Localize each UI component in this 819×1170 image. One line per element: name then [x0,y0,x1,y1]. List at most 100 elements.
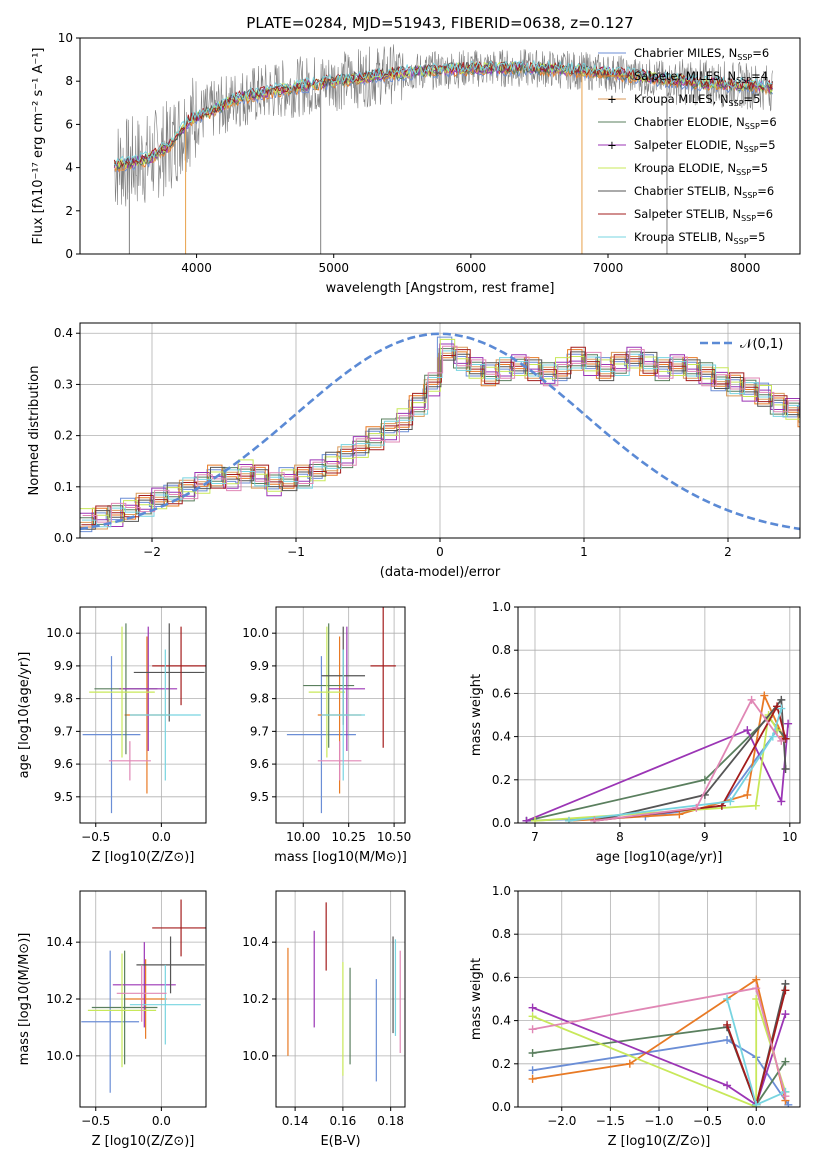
errorbar-point [321,649,366,781]
x-axis-label: Z [log10(Z/Z⊙)] [608,1134,711,1149]
x-tick-label: −1.5 [596,1114,625,1128]
x-tick-label: 10.50 [377,830,411,844]
legend-label-sub: SSP [744,145,759,154]
y-tick-label: 9.9 [54,659,73,673]
weight-marker [752,1100,761,1107]
legend-entry: Salpeter MILES, NSSP=4 [598,69,768,85]
panel-weight-vs-Z: −2.0 −1.5 −1.0 −0.5 0.0 0.0 0.2 0.4 0.6 0.8 1.0 Z [… [469,884,801,1149]
weight-marker [723,1081,732,1090]
panel-weight-vs-age: 7 8 9 10 0.0 0.2 0.4 0.6 0.8 1.0 age [log10(age/yr… [469,600,801,865]
legend-entry: Salpeter STELIB, NSSP=6 [598,207,773,223]
plot-area [276,607,405,823]
legend-label: Kroupa MILES, NSSP=5 [634,92,760,108]
weight-marker [784,1100,793,1107]
histogram-series-0 [80,336,800,533]
weight-marker [528,1003,537,1012]
legend-label: Chabrier MILES, NSSP=6 [634,46,769,62]
legend-label-name: Chabrier ELODIE, N [634,115,745,129]
errorbar-point [317,741,362,781]
weight-marker [625,1059,634,1068]
x-tick-label: 1 [580,545,588,559]
x-tick-label: 0.14 [282,1114,309,1128]
x-tick-label: 7 [531,830,539,844]
y-tick-label: 0.8 [492,927,511,941]
y-tick-label: 0.8 [492,643,511,657]
weight-series-line-3 [532,1006,787,1107]
errorbar-point [119,626,178,751]
axes-frame [79,37,801,255]
legend-label: Salpeter MILES, NSSP=4 [634,69,768,85]
y-tick-label: 9.8 [250,692,269,706]
y-tick-label: 10 [58,31,73,45]
errorbar-point [370,607,396,748]
legend-label-sub: SSP [736,76,751,85]
plot-area [518,891,800,1107]
weight-marker [760,691,769,700]
legend-label-eq: =5 [749,230,766,244]
x-tick-label: 0.16 [330,1114,357,1128]
legend-label-name: Chabrier STELIB, N [634,184,742,198]
weight-marker [781,734,790,743]
histogram-series-8 [82,350,800,528]
x-axis-label: Z [log10(Z/Z⊙)] [92,1134,195,1149]
weight-marker [522,816,531,823]
errorbar-point [87,953,157,1068]
errorbar-point [124,959,167,1039]
y-tick-label: 10.0 [46,626,73,640]
weight-series-line-8 [594,698,783,822]
legend-label: Chabrier STELIB, NSSP=6 [634,184,774,200]
y-tick-label: 0.2 [492,773,511,787]
weight-marker [743,790,752,799]
panel-age-vs-Z: −0.5 0.0 9.5 9.6 9.7 9.8 9.9 10.0 Z [log10(Z/Z⊙)… [17,606,207,865]
errorbar-point [308,626,346,758]
y-tick-label: 10.4 [242,935,269,949]
legend-marker: + [607,138,617,152]
x-tick-label: 9 [701,830,709,844]
legend-label-eq: =6 [757,184,774,198]
weight-marker [700,775,709,784]
y-tick-label: 0.2 [492,1057,511,1071]
legend-entry: + Salpeter ELODIE, NSSP=5 [598,138,776,154]
weight-marker [528,1049,537,1057]
y-axis-label: mass [log10(M/M⊙)] [17,933,32,1066]
x-tick-label: 4000 [181,261,212,275]
x-axis-label: age [log10(age/yr)] [596,850,723,865]
weight-series-line-5 [594,697,787,822]
y-tick-label: 1.0 [492,884,511,898]
weight-marker [784,719,793,728]
x-tick-label: 0.18 [377,1114,404,1128]
weight-marker [747,695,756,704]
weight-marker [751,801,760,810]
errorbar-point [303,623,355,748]
legend-entry: Kroupa ELODIE, NSSP=5 [598,161,768,177]
x-tick-label: 5000 [318,261,349,275]
weight-series-line-7 [568,708,783,822]
histogram-series-2 [80,346,800,530]
histogram-series-7 [81,346,800,526]
plots-layer: Chabrier MILES, NSSP=6 Salpeter MILES, NS… [17,31,801,1149]
errorbar-point [116,964,167,1022]
figure-title: PLATE=0284, MJD=51943, FIBERID=0638, z=0… [246,14,633,32]
weight-marker [723,1020,732,1029]
histogram-series-6 [80,351,800,530]
weight-marker [781,1010,790,1019]
x-tick-label: 10 [782,830,797,844]
legend-entry: Chabrier ELODIE, NSSP=6 [598,115,777,131]
legend-label-sub: SSP [745,122,760,131]
weight-marker [781,1057,790,1066]
weight-marker [777,797,786,806]
x-tick-label: −2 [143,545,161,559]
x-tick-label: 10.25 [331,830,365,844]
y-tick-label: 6 [65,117,73,131]
x-tick-label: 0.0 [747,1114,766,1128]
x-tick-label: 8000 [730,261,761,275]
x-axis-label: E(B-V) [320,1134,360,1149]
errorbar-point [89,626,155,758]
y-tick-label: 9.9 [250,659,269,673]
x-axis-label: mass [log10(M/M⊙)] [274,850,407,865]
legend-label: Salpeter ELODIE, NSSP=5 [634,138,776,154]
weight-marker [777,736,786,745]
legend-label-name: Salpeter ELODIE, N [634,138,744,152]
weight-marker [781,1092,790,1101]
legend-entry: + Kroupa MILES, NSSP=5 [598,92,760,108]
